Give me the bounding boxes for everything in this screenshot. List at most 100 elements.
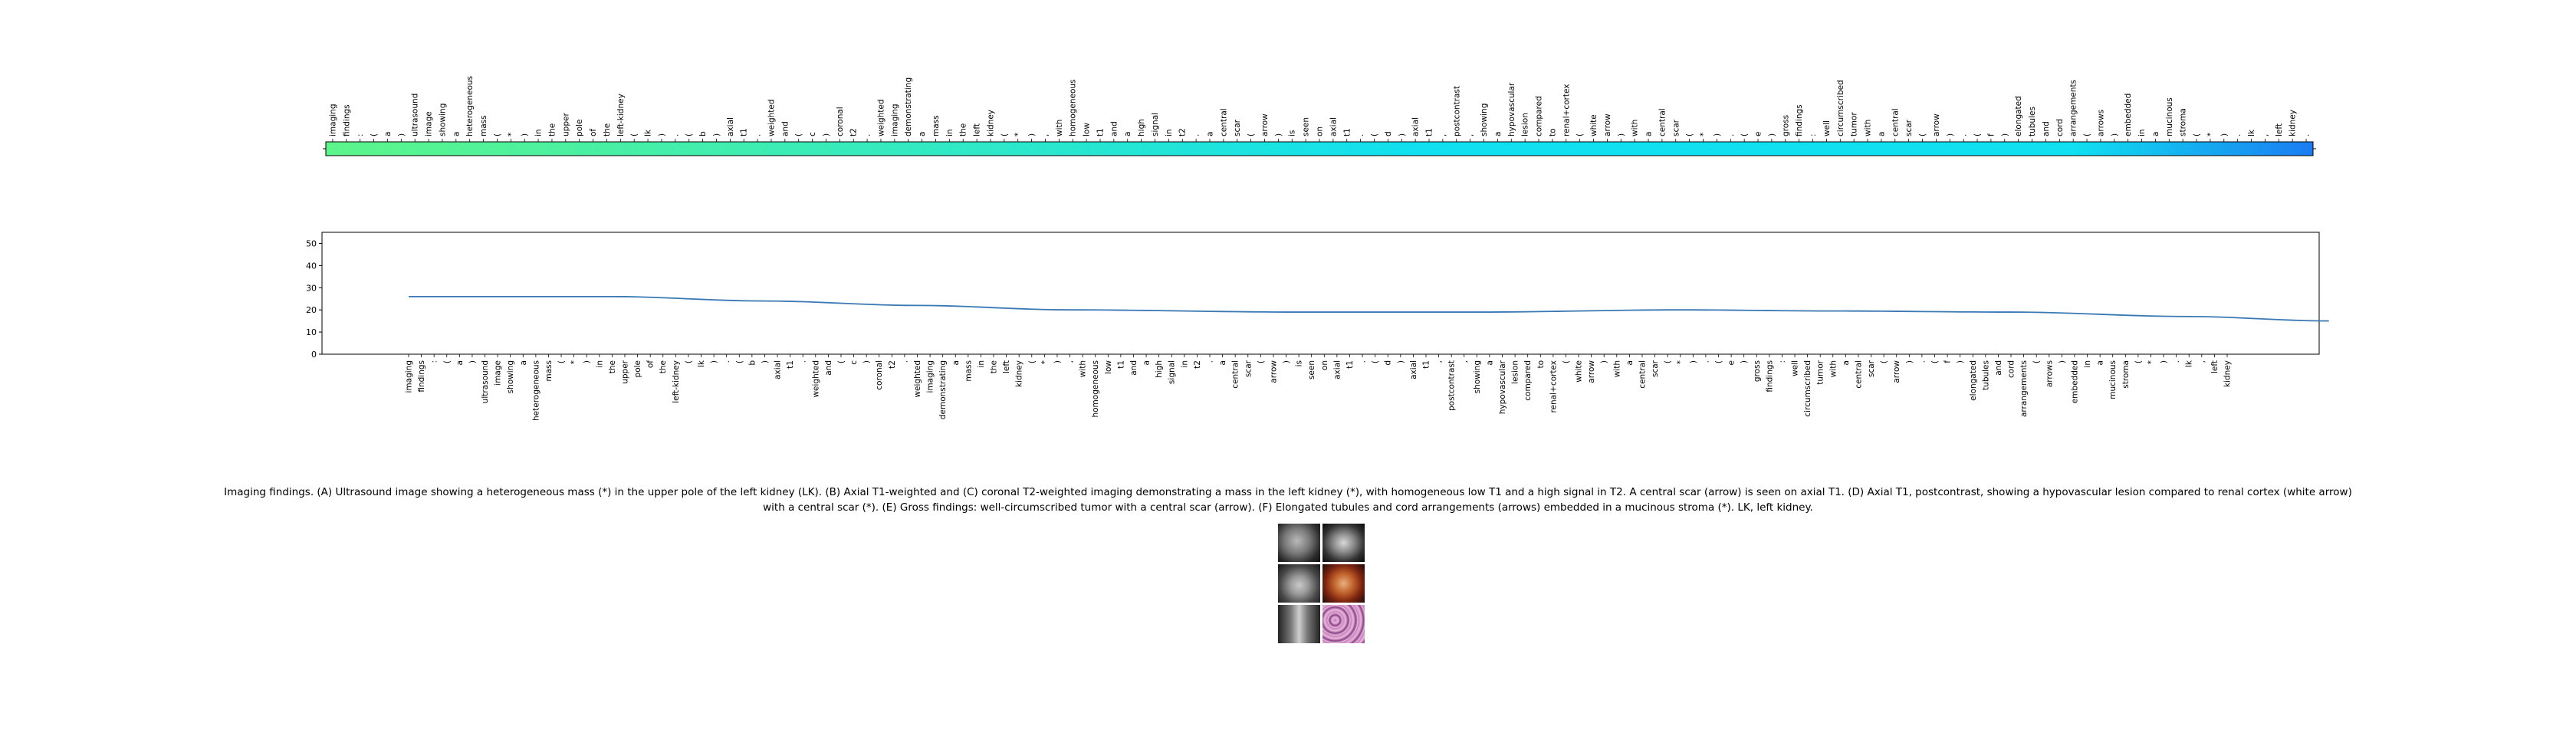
heatmap-token-label: stroma xyxy=(2179,108,2188,136)
x-tick-label: ( xyxy=(1371,360,1380,363)
heatmap-token-label: image xyxy=(425,111,434,136)
x-tick-label: ) xyxy=(761,360,770,363)
x-tick-label: ( xyxy=(684,360,693,363)
x-tick-label: with xyxy=(1079,360,1088,377)
heatmap-token-label: and xyxy=(1109,121,1119,136)
heatmap-token-label: left xyxy=(973,123,982,136)
heatmap-token-label: demonstrating xyxy=(904,77,913,136)
heatmap-token-label: . xyxy=(2302,134,2312,136)
heatmap-token-label: arrangements xyxy=(2069,80,2078,136)
postcontrast-panel xyxy=(1278,605,1320,643)
x-tick-label: axial xyxy=(1409,360,1418,380)
x-tick-label: ( xyxy=(1562,360,1571,363)
x-tick-label: in xyxy=(1180,360,1189,368)
heatmap-token-label: showing xyxy=(1480,104,1489,136)
x-tick-label: ( xyxy=(735,360,744,363)
x-tick-label: in xyxy=(2083,360,2092,368)
heatmap-token-label: : xyxy=(356,133,365,136)
x-tick-label: renal+cortex xyxy=(1549,360,1558,412)
heatmap-token-label: a xyxy=(918,132,927,136)
x-tick-label: findings xyxy=(1765,360,1774,393)
heatmap-token-label: embedded xyxy=(2124,94,2133,136)
x-tick-label: , xyxy=(2197,360,2206,363)
heatmap-token-label: ) xyxy=(657,133,666,136)
x-tick-label: mass xyxy=(964,360,973,382)
plot-frame xyxy=(321,232,2320,355)
heatmap-token-label: compared xyxy=(1535,96,1544,136)
heatmap-token-label: ) xyxy=(1274,133,1283,136)
x-tick-label: postcontrast xyxy=(1447,360,1457,411)
x-tick-label: the xyxy=(990,360,999,373)
heatmap-token-label: low xyxy=(1083,123,1092,136)
x-tick-label: ( xyxy=(2134,360,2143,363)
x-tick-label: findings xyxy=(417,360,426,393)
x-tick-label: showing xyxy=(1473,360,1482,393)
heatmap-token-label: b xyxy=(698,131,708,136)
y-tick-label: 40 xyxy=(306,261,317,271)
x-tick-label: . xyxy=(722,360,731,363)
heatmap-token-label: ( xyxy=(493,133,502,136)
x-tick-label: ( xyxy=(442,360,452,363)
x-tick-label: ) xyxy=(1740,360,1749,363)
heatmap-token-label: scar xyxy=(1233,119,1242,136)
heatmap-token-label: gross xyxy=(1781,115,1790,136)
x-tick-label: scar xyxy=(1867,360,1876,377)
heatmap-token-label: homogeneous xyxy=(1069,79,1078,136)
figure-caption: Imaging findings. (A) Ultrasound image s… xyxy=(224,486,2352,514)
x-tick-label: weighted xyxy=(913,360,922,398)
x-tick-label: b xyxy=(748,360,757,366)
x-tick-label: lk xyxy=(697,360,706,367)
x-tick-label: left xyxy=(1002,360,1011,373)
x-tick-label: in xyxy=(977,360,986,368)
x-tick-label: , xyxy=(1434,360,1444,363)
x-tick-label: ) xyxy=(583,360,592,363)
heatmap-token-label: ( xyxy=(2193,133,2202,136)
x-tick-label: . xyxy=(2172,360,2181,363)
x-tick-label: ) xyxy=(468,360,477,363)
heatmap-token-label: arrow xyxy=(1260,113,1270,136)
x-tick-label: lk xyxy=(2185,360,2194,367)
heatmap-token-label: in xyxy=(2137,129,2147,136)
heatmap-token-label: ) xyxy=(1398,133,1407,136)
heatmap-token-label: ) xyxy=(2220,133,2229,136)
x-tick-label: and xyxy=(824,360,833,376)
heatmap-token-label: d xyxy=(1384,131,1393,136)
heatmap-token-label: . xyxy=(1960,134,1969,136)
heatmap-token-label: ) xyxy=(2000,133,2009,136)
heatmap-token-label: a xyxy=(1205,132,1214,136)
x-tick-label: : xyxy=(430,360,439,363)
heatmap-token-label: . xyxy=(1356,134,1365,136)
heatmap-token-label: circumscribed xyxy=(1836,80,1845,136)
x-tick-label: t2 xyxy=(1193,360,1202,369)
x-tick-label: e xyxy=(1727,360,1737,365)
heatmap-token-label: , xyxy=(1466,134,1475,136)
x-tick-label: elongated xyxy=(1969,360,1978,401)
x-tick-label: : xyxy=(1778,360,1787,363)
x-tick-label: . xyxy=(900,360,909,363)
x-tick-label: ( xyxy=(2032,360,2042,363)
heatmap-token-label: elongated xyxy=(2014,96,2023,136)
heatmap-token-label: and xyxy=(780,121,790,136)
heatmap-token-label: weighted xyxy=(876,99,886,136)
axial-t1-panel xyxy=(1322,524,1365,562)
heatmap-token-label: f xyxy=(1986,133,1996,136)
x-tick-label: ) xyxy=(1956,360,1965,363)
x-tick-label: ) xyxy=(2160,360,2169,363)
x-tick-label: a xyxy=(1625,360,1635,365)
x-tick-label: . xyxy=(1359,360,1368,363)
heatmap-token-label: with xyxy=(1055,120,1064,136)
heatmap-token-label: upper xyxy=(561,113,570,136)
heatmap-token-label: mucinous xyxy=(2165,97,2174,136)
heatmap-token-label: renal+cortex xyxy=(1562,84,1571,136)
x-tick-label: ultrasound xyxy=(481,360,490,403)
heatmap-token-label: arrow xyxy=(1932,113,1941,136)
x-tick-label: left xyxy=(2210,360,2220,373)
x-tick-label: ) xyxy=(1600,360,1609,363)
heatmap-token-label: central xyxy=(1891,108,1900,136)
x-tick-label: imaging xyxy=(405,360,414,393)
heatmap-token-label: the xyxy=(603,123,612,136)
heatmap-token-label: ( xyxy=(1000,133,1009,136)
heatmap-token-label: findings xyxy=(342,104,351,136)
x-tick-label: a xyxy=(2096,360,2105,365)
